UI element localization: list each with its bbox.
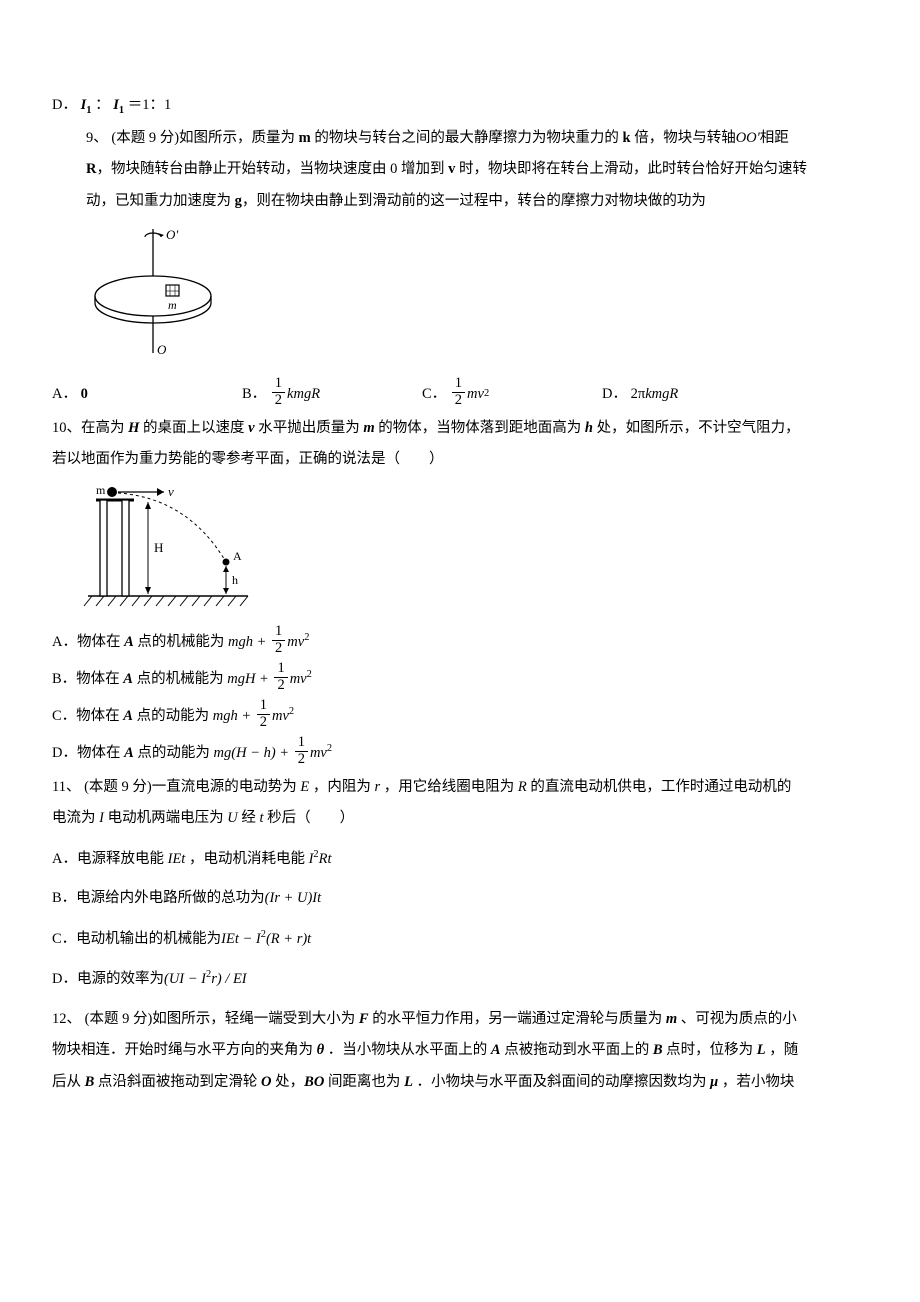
q9-figure: m O' O bbox=[78, 221, 868, 372]
q11-optD: D．电源的效率为(UI − I2r) / EI bbox=[52, 965, 868, 993]
q10-fig-h: h bbox=[232, 573, 238, 587]
q10-fig-m: m bbox=[96, 483, 106, 497]
q12-line3: 后从 B 点沿斜面被拖动到定滑轮 O 处，BO 间距离也为 L ．小物块与水平面… bbox=[52, 1069, 868, 1097]
q11-line1: 11、 (本题 9 分)一直流电源的电动势为 E ，内阻为 r ，用它给线圈电阻… bbox=[52, 774, 868, 802]
q11-optB: B．电源给内外电路所做的总功为(Ir + U)It bbox=[52, 885, 868, 913]
q9-text-line2: R，物块随转台由静止开始转动，当物块速度由 0 增加到 v 时，物块即将在转台上… bbox=[52, 156, 868, 184]
q10-optB: B．物体在 A 点的机械能为 mgH + 12mv2 bbox=[52, 663, 868, 696]
q9-options: A． 0 B． 12 kmgR C． 12 mv2 D． 2πkmgR bbox=[52, 378, 868, 411]
q8-option-d: D． I1 ： I1 ＝1：1 bbox=[52, 92, 868, 121]
q12-line2: 物块相连．开始时绳与水平方向的夹角为 θ ．当小物块从水平面上的 A 点被拖动到… bbox=[52, 1037, 868, 1065]
q10-optC: C．物体在 A 点的动能为 mgh + 12mv2 bbox=[52, 700, 868, 733]
q9-text-line3: 动，已知重力加速度为 g，则在物块由静止到滑动前的这一过程中，转台的摩擦力对物块… bbox=[52, 188, 868, 216]
projectile-icon: m v A H h bbox=[78, 480, 253, 610]
q12-line1: 12、 (本题 9 分)如图所示，轻绳一端受到大小为 F 的水平恒力作用，另一端… bbox=[52, 1006, 868, 1034]
q10-optD: D．物体在 A 点的动能为 mg(H − h) + 12mv2 bbox=[52, 737, 868, 770]
q9-optC-frac: 12 bbox=[452, 376, 465, 409]
q10-fig-v: v bbox=[168, 484, 174, 499]
q9-fig-o-prime: O' bbox=[166, 227, 178, 242]
q11-optC: C．电动机输出的机械能为IEt − I2(R + r)t bbox=[52, 925, 868, 953]
q9-optB-frac: 12 bbox=[272, 376, 285, 409]
q10-fig-A: A bbox=[233, 549, 242, 563]
q10-fig-H: H bbox=[154, 540, 163, 555]
q9-fig-m: m bbox=[168, 298, 177, 312]
q10-figure: m v A H h bbox=[78, 480, 868, 621]
q10-optA: A．物体在 A 点的机械能为 mgh + 12mv2 bbox=[52, 626, 868, 659]
turntable-icon: m O' O bbox=[78, 221, 228, 361]
q9-text-line1: 9、 (本题 9 分)如图所示，质量为 m 的物块与转台之间的最大静摩擦力为物块… bbox=[52, 125, 868, 153]
q9-optA: 0 bbox=[81, 381, 88, 409]
q10-line2: 若以地面作为重力势能的零参考平面，正确的说法是（ ） bbox=[52, 446, 868, 474]
q11-optA: A．电源释放电能 IEt ，电动机消耗电能 I2Rt bbox=[52, 845, 868, 873]
q10-line1: 10、在高为 H 的桌面上以速度 v 水平抛出质量为 m 的物体，当物体落到距地… bbox=[52, 415, 868, 443]
q11-line2: 电流为 I 电动机两端电压为 U 经 t 秒后（ ） bbox=[52, 805, 868, 833]
q9-fig-o: O bbox=[157, 342, 167, 357]
q8-d-label: D． bbox=[52, 97, 77, 113]
